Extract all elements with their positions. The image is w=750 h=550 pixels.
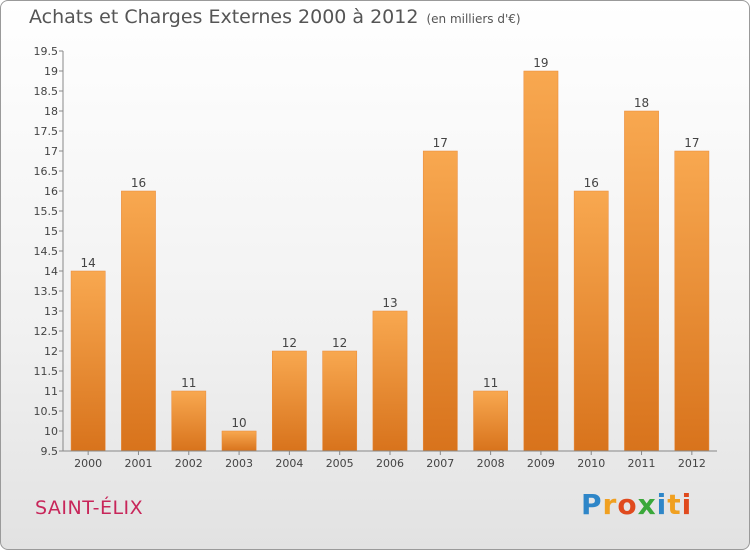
bar-value-label: 14 bbox=[81, 256, 96, 270]
y-tick-label: 15 bbox=[44, 225, 58, 238]
x-tick-label: 2001 bbox=[124, 457, 152, 470]
y-tick-label: 19 bbox=[44, 65, 58, 78]
y-tick-label: 16.5 bbox=[34, 165, 59, 178]
x-tick-label: 2005 bbox=[326, 457, 354, 470]
bar-value-label: 13 bbox=[382, 296, 397, 310]
x-tick-label: 2003 bbox=[225, 457, 253, 470]
bar-value-label: 11 bbox=[483, 376, 498, 390]
y-tick-label: 11.5 bbox=[34, 365, 59, 378]
bar-value-label: 10 bbox=[231, 416, 246, 430]
logo-letter: i bbox=[656, 488, 668, 521]
bar-value-label: 16 bbox=[584, 176, 599, 190]
logo-letter: r bbox=[602, 488, 618, 521]
x-tick-label: 2008 bbox=[477, 457, 505, 470]
y-tick-label: 11 bbox=[44, 385, 58, 398]
x-tick-label: 2010 bbox=[577, 457, 605, 470]
bar-2000 bbox=[70, 270, 106, 452]
y-tick-label: 18 bbox=[44, 105, 58, 118]
bars: 14 16 11 10 12 12 13 17 11 19 16 18 17 bbox=[70, 56, 710, 452]
y-tick-label: 15.5 bbox=[34, 205, 59, 218]
x-tick-label: 2009 bbox=[527, 457, 555, 470]
proxiti-logo: Proxiti bbox=[581, 488, 692, 521]
logo-letter: i bbox=[681, 488, 693, 521]
y-tick-label: 19.5 bbox=[34, 45, 59, 58]
bar-value-label: 18 bbox=[634, 96, 649, 110]
y-tick-label: 13 bbox=[44, 305, 58, 318]
bar-value-label: 12 bbox=[282, 336, 297, 350]
y-tick-label: 17.5 bbox=[34, 125, 59, 138]
bar-value-label: 16 bbox=[131, 176, 146, 190]
logo-letter: o bbox=[617, 488, 638, 521]
y-tick-label: 16 bbox=[44, 185, 58, 198]
y-tick-label: 14.5 bbox=[34, 245, 59, 258]
bar-2010 bbox=[573, 190, 609, 452]
y-tick-label: 10 bbox=[44, 425, 58, 438]
bar-value-label: 19 bbox=[533, 56, 548, 70]
y-tick-label: 17 bbox=[44, 145, 58, 158]
x-tick-label: 2004 bbox=[275, 457, 303, 470]
x-tick-label: 2007 bbox=[426, 457, 454, 470]
x-tick-label: 2002 bbox=[175, 457, 203, 470]
bar-2009 bbox=[523, 70, 559, 452]
bar-2003 bbox=[221, 430, 257, 452]
logo-letter: P bbox=[581, 488, 603, 521]
bar-2012 bbox=[674, 150, 710, 452]
bar-value-label: 11 bbox=[181, 376, 196, 390]
bar-2008 bbox=[473, 390, 508, 452]
bar-2007 bbox=[422, 150, 458, 452]
x-axis: 2000 2001 2002 2003 2004 2005 2006 2007 2008 2009… bbox=[63, 450, 717, 470]
bar-value-label: 17 bbox=[433, 136, 448, 150]
x-tick-label: 2012 bbox=[678, 457, 706, 470]
x-tick-label: 2000 bbox=[74, 457, 102, 470]
logo-letter: t bbox=[667, 488, 682, 521]
chart-subtitle: (en milliers d'€) bbox=[426, 12, 521, 26]
bar-value-label: 17 bbox=[684, 136, 699, 150]
y-tick-label: 14 bbox=[44, 265, 58, 278]
chart-title: Achats et Charges Externes 2000 à 2012 (e… bbox=[29, 6, 521, 28]
y-tick-label: 13.5 bbox=[34, 285, 59, 298]
bar-2004 bbox=[272, 350, 307, 452]
bar-2006 bbox=[372, 310, 408, 452]
bar-2005 bbox=[322, 350, 358, 452]
logo-letter: x bbox=[637, 488, 657, 521]
bar-2002 bbox=[171, 390, 207, 452]
commune-name: SAINT-ÉLIX bbox=[35, 497, 144, 519]
y-tick-label: 12.5 bbox=[34, 325, 59, 338]
x-tick-label: 2006 bbox=[376, 457, 404, 470]
x-tick-label: 2011 bbox=[628, 457, 656, 470]
y-tick-label: 12 bbox=[44, 345, 58, 358]
y-tick-label: 9.5 bbox=[41, 445, 59, 458]
bar-2011 bbox=[624, 110, 659, 452]
y-tick-label: 10.5 bbox=[34, 405, 59, 418]
chart-title-text: Achats et Charges Externes 2000 à 2012 bbox=[29, 6, 419, 28]
bar-value-label: 12 bbox=[332, 336, 347, 350]
bar-2001 bbox=[121, 190, 156, 452]
y-axis: 9.5 10 10.5 11 11.5 12 12.5 13 13.5 14 14.5 15 15.5 1… bbox=[34, 45, 64, 458]
y-tick-label: 18.5 bbox=[34, 85, 59, 98]
